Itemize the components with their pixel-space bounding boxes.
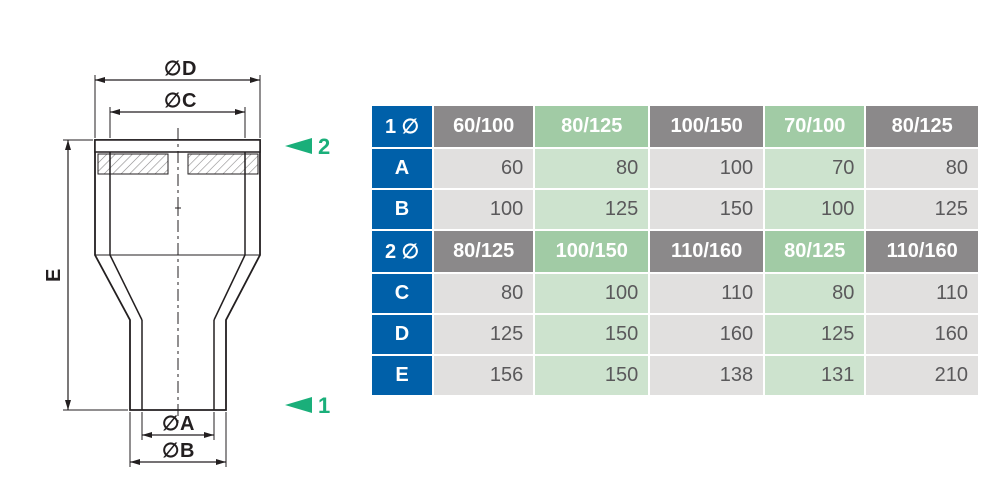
svg-text:∅: ∅	[162, 413, 179, 435]
table-cell: 80/125	[434, 231, 533, 272]
table-row: D125150160125160	[372, 315, 978, 354]
table-cell: 150	[650, 190, 763, 229]
table-cell: 150	[535, 356, 648, 395]
table-row: B100125150100125	[372, 190, 978, 229]
table-cell: 80/125	[535, 106, 648, 147]
svg-text:∅: ∅	[162, 440, 179, 462]
table-cell: 80/125	[765, 231, 864, 272]
table-cell: 210	[866, 356, 978, 395]
table-cell: 80	[866, 149, 978, 188]
table-cell: 100	[650, 149, 763, 188]
table-cell: 80	[434, 274, 533, 313]
dimension-a: ∅ A	[142, 412, 214, 440]
table-cell: 80/125	[866, 106, 978, 147]
table-cell: 110/160	[866, 231, 978, 272]
svg-text:A: A	[180, 413, 194, 435]
dimension-table-area: 1 ∅60/10080/125100/15070/10080/125A60801…	[360, 104, 980, 397]
dimension-table: 1 ∅60/10080/125100/15070/10080/125A60801…	[370, 104, 980, 397]
table-cell: 125	[434, 315, 533, 354]
table-cell: 60/100	[434, 106, 533, 147]
table-cell: 160	[866, 315, 978, 354]
table-cell: 125	[765, 315, 864, 354]
table-cell: 70	[765, 149, 864, 188]
table-row: A60801007080	[372, 149, 978, 188]
arrow-marker-1: 1	[285, 393, 330, 418]
table-cell: 156	[434, 356, 533, 395]
table-row: 2 ∅80/125100/150110/16080/125110/160	[372, 231, 978, 272]
row-label: 1 ∅	[372, 106, 432, 147]
table-cell: 110	[650, 274, 763, 313]
table-row: C8010011080110	[372, 274, 978, 313]
table-cell: 80	[535, 149, 648, 188]
svg-text:∅: ∅	[164, 58, 181, 80]
table-row: E156150138131210	[372, 356, 978, 395]
svg-text:∅: ∅	[164, 90, 181, 112]
table-cell: 160	[650, 315, 763, 354]
svg-text:C: C	[182, 90, 196, 112]
table-cell: 100/150	[650, 106, 763, 147]
row-label: E	[372, 356, 432, 395]
row-label: A	[372, 149, 432, 188]
row-label: B	[372, 190, 432, 229]
technical-drawing: ∅ D ∅ C ∅ A	[20, 20, 360, 480]
table-cell: 80	[765, 274, 864, 313]
row-label: C	[372, 274, 432, 313]
table-cell: 100	[434, 190, 533, 229]
table-cell: 110	[866, 274, 978, 313]
table-cell: 110/160	[650, 231, 763, 272]
table-cell: 138	[650, 356, 763, 395]
part-diagram-svg: ∅ D ∅ C ∅ A	[20, 20, 360, 480]
table-cell: 125	[866, 190, 978, 229]
svg-text:1: 1	[318, 393, 330, 418]
table-cell: 100	[535, 274, 648, 313]
svg-text:2: 2	[318, 134, 330, 159]
part-body	[95, 128, 260, 425]
table-cell: 60	[434, 149, 533, 188]
row-label: 2 ∅	[372, 231, 432, 272]
table-cell: 100	[765, 190, 864, 229]
row-label: D	[372, 315, 432, 354]
table-cell: 70/100	[765, 106, 864, 147]
table-row: 1 ∅60/10080/125100/15070/10080/125	[372, 106, 978, 147]
table-cell: 131	[765, 356, 864, 395]
table-cell: 100/150	[535, 231, 648, 272]
arrow-marker-2: 2	[285, 134, 330, 159]
svg-text:B: B	[180, 440, 194, 462]
table-cell: 150	[535, 315, 648, 354]
svg-text:D: D	[182, 58, 196, 80]
svg-text:E: E	[43, 269, 65, 282]
table-cell: 125	[535, 190, 648, 229]
